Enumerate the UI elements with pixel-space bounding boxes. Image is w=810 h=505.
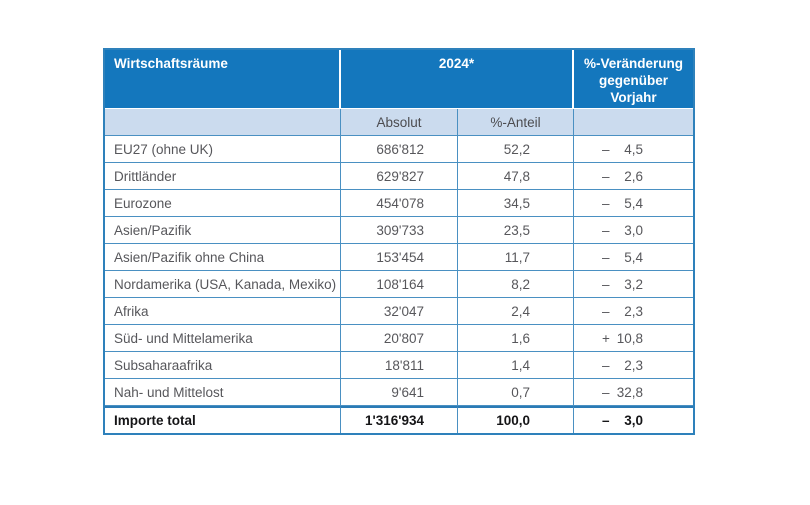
- anteil-cell: 1,4: [458, 352, 575, 379]
- absolut-cell: 108'164: [341, 271, 458, 298]
- region-cell: Eurozone: [105, 190, 341, 217]
- change-value: 2,6: [624, 168, 644, 184]
- total-change-cell: –3,0: [574, 406, 694, 433]
- anteil-cell: 47,8: [458, 163, 575, 190]
- anteil-cell: 1,6: [458, 325, 575, 352]
- import-statistics-table-wrap: Wirtschaftsräume 2024* %-Veränderung geg…: [103, 48, 696, 435]
- absolut-cell: 9'641: [341, 379, 458, 406]
- table-row: Nordamerika (USA, Kanada, Mexiko) 108'16…: [105, 271, 694, 298]
- header-wirtschaftsraeume: Wirtschaftsräume: [105, 50, 341, 109]
- total-anteil-cell: 100,0: [458, 406, 575, 433]
- table-header-row: Wirtschaftsräume 2024* %-Veränderung geg…: [105, 50, 694, 109]
- table-total-row: Importe total 1'316'934 100,0 –3,0: [105, 406, 694, 433]
- total-absolut-cell: 1'316'934: [341, 406, 458, 433]
- change-value: 5,4: [624, 249, 644, 265]
- change-sign: –: [602, 303, 610, 319]
- change-cell: –2,3: [574, 298, 694, 325]
- change-value: 3,0: [624, 222, 644, 238]
- anteil-cell: 0,7: [458, 379, 575, 406]
- region-cell: Asien/Pazifik: [105, 217, 341, 244]
- change-value: 32,8: [616, 384, 644, 400]
- anteil-cell: 8,2: [458, 271, 575, 298]
- change-sign: –: [602, 413, 610, 428]
- subheader-empty-change: [574, 109, 694, 136]
- table-row: Drittländer 629'827 47,8 –2,6: [105, 163, 694, 190]
- change-cell: –4,5: [574, 136, 694, 163]
- header-change-vs-prior-year: %-Veränderung gegenüber Vorjahr: [574, 50, 694, 109]
- change-sign: –: [602, 249, 610, 265]
- table-row: Afrika 32'047 2,4 –2,3: [105, 298, 694, 325]
- absolut-cell: 629'827: [341, 163, 458, 190]
- region-cell: Subsaharaafrika: [105, 352, 341, 379]
- change-sign: –: [602, 384, 610, 400]
- table-subheader-row: Absolut %-Anteil: [105, 109, 694, 136]
- change-value: 5,4: [624, 195, 644, 211]
- change-sign: –: [602, 222, 610, 238]
- total-label-cell: Importe total: [105, 406, 341, 433]
- change-sign: –: [602, 168, 610, 184]
- absolut-cell: 153'454: [341, 244, 458, 271]
- change-sign: –: [602, 357, 610, 373]
- table-row: Subsaharaafrika 18'811 1,4 –2,3: [105, 352, 694, 379]
- anteil-cell: 23,5: [458, 217, 575, 244]
- change-sign: –: [602, 195, 610, 211]
- region-cell: Süd- und Mittelamerika: [105, 325, 341, 352]
- table-row: Süd- und Mittelamerika 20'807 1,6 +10,8: [105, 325, 694, 352]
- anteil-cell: 34,5: [458, 190, 575, 217]
- import-statistics-table: Wirtschaftsräume 2024* %-Veränderung geg…: [103, 48, 696, 435]
- header-year-2024: 2024*: [341, 50, 575, 109]
- absolut-cell: 20'807: [341, 325, 458, 352]
- region-cell: Nordamerika (USA, Kanada, Mexiko): [105, 271, 341, 298]
- change-sign: +: [602, 330, 610, 346]
- change-cell: –2,3: [574, 352, 694, 379]
- region-cell: Nah- und Mittelost: [105, 379, 341, 406]
- anteil-cell: 11,7: [458, 244, 575, 271]
- change-cell: –2,6: [574, 163, 694, 190]
- region-cell: Afrika: [105, 298, 341, 325]
- table-row: Nah- und Mittelost 9'641 0,7 –32,8: [105, 379, 694, 406]
- change-sign: –: [602, 276, 610, 292]
- region-cell: Asien/Pazifik ohne China: [105, 244, 341, 271]
- absolut-cell: 18'811: [341, 352, 458, 379]
- change-cell: –5,4: [574, 244, 694, 271]
- anteil-cell: 52,2: [458, 136, 575, 163]
- change-value: 4,5: [624, 141, 644, 157]
- change-cell: +10,8: [574, 325, 694, 352]
- absolut-cell: 32'047: [341, 298, 458, 325]
- change-value: 3,2: [624, 276, 644, 292]
- absolut-cell: 454'078: [341, 190, 458, 217]
- anteil-cell: 2,4: [458, 298, 575, 325]
- change-cell: –3,2: [574, 271, 694, 298]
- region-cell: EU27 (ohne UK): [105, 136, 341, 163]
- change-cell: –3,0: [574, 217, 694, 244]
- subheader-anteil: %-Anteil: [458, 109, 575, 136]
- subheader-empty-region: [105, 109, 341, 136]
- subheader-absolut: Absolut: [341, 109, 458, 136]
- region-cell: Drittländer: [105, 163, 341, 190]
- change-cell: –5,4: [574, 190, 694, 217]
- change-cell: –32,8: [574, 379, 694, 406]
- change-value: 10,8: [616, 330, 644, 346]
- table-row: Eurozone 454'078 34,5 –5,4: [105, 190, 694, 217]
- absolut-cell: 309'733: [341, 217, 458, 244]
- table-row: EU27 (ohne UK) 686'812 52,2 –4,5: [105, 136, 694, 163]
- table-row: Asien/Pazifik ohne China 153'454 11,7 –5…: [105, 244, 694, 271]
- table-row: Asien/Pazifik 309'733 23,5 –3,0: [105, 217, 694, 244]
- change-value: 3,0: [624, 413, 644, 428]
- change-sign: –: [602, 141, 610, 157]
- change-value: 2,3: [624, 357, 644, 373]
- absolut-cell: 686'812: [341, 136, 458, 163]
- change-value: 2,3: [624, 303, 644, 319]
